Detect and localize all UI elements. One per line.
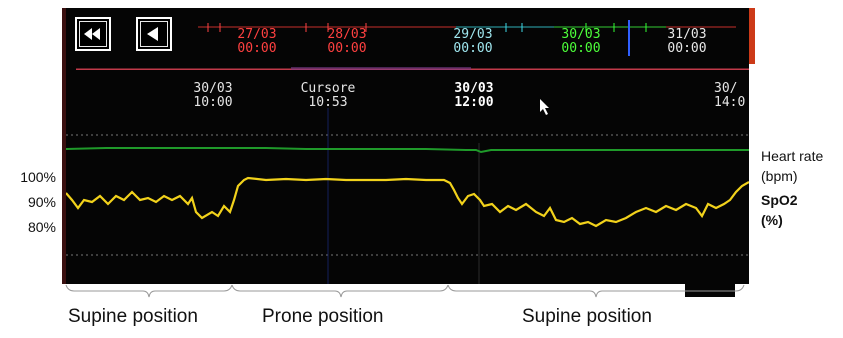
trend-chart[interactable] <box>66 108 749 284</box>
cursor-readout: Cursore 10:53 <box>300 81 356 110</box>
mouse-pointer-icon <box>540 99 549 115</box>
monitor-left-edge <box>62 8 67 284</box>
timeline-date-2: 28/03 00:00 <box>327 27 367 56</box>
scale-time-mid: 30/03 12:00 <box>454 81 494 110</box>
heart-rate-trace <box>66 147 749 154</box>
timeline-date-4: 30/03 00:00 <box>561 27 601 56</box>
spo2-label: SpO2 <box>761 192 798 208</box>
timeline-date-5: 31/03 00:00 <box>667 27 707 56</box>
scale-time-left: 30/03 10:00 <box>193 81 233 110</box>
position-label-supine-2: Supine position <box>522 306 652 327</box>
spo2-trace <box>66 176 749 228</box>
rewind-button[interactable] <box>75 17 111 51</box>
position-brackets <box>65 284 745 298</box>
monitor-right-edge <box>749 8 755 64</box>
y-label-80: 80% <box>27 219 56 235</box>
scale-time-right: 30/14:0 <box>714 81 746 110</box>
position-label-supine-1: Supine position <box>68 306 198 327</box>
overview-timeline[interactable] <box>66 8 749 70</box>
timeline-date-1: 27/03 00:00 <box>237 27 277 56</box>
heart-rate-unit: (bpm) <box>761 168 798 184</box>
y-label-90: 90% <box>27 194 56 210</box>
monitor-screen: 27/03 00:00 28/03 00:00 29/03 00:00 30/03 00… <box>66 8 749 284</box>
double-arrow-left-icon <box>84 28 100 40</box>
arrow-left-icon <box>147 27 158 41</box>
y-label-100: 100% <box>20 169 56 185</box>
position-label-prone: Prone position <box>262 306 384 327</box>
back-button[interactable] <box>136 17 172 51</box>
heart-rate-label: Heart rate <box>761 148 824 164</box>
spo2-unit: (%) <box>761 212 783 228</box>
timeline-date-3: 29/03 00:00 <box>453 27 493 56</box>
